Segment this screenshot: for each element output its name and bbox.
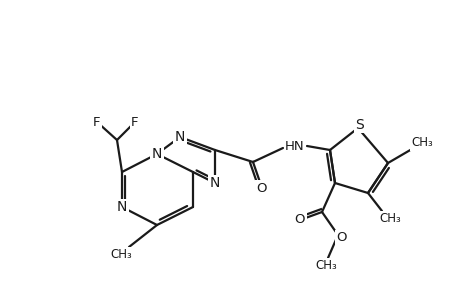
Text: CH₃: CH₃: [110, 248, 132, 262]
Text: N: N: [174, 130, 185, 144]
Text: N: N: [151, 147, 162, 161]
Text: CH₃: CH₃: [314, 260, 336, 272]
Text: F: F: [93, 116, 101, 128]
Text: O: O: [336, 232, 347, 244]
Text: S: S: [355, 118, 364, 132]
Text: O: O: [294, 214, 305, 226]
Text: CH₃: CH₃: [378, 212, 400, 226]
Text: CH₃: CH₃: [410, 136, 432, 149]
Text: F: F: [131, 116, 139, 128]
Text: N: N: [117, 200, 127, 214]
Text: HN: HN: [285, 140, 304, 152]
Text: O: O: [256, 182, 267, 194]
Text: N: N: [209, 176, 220, 190]
